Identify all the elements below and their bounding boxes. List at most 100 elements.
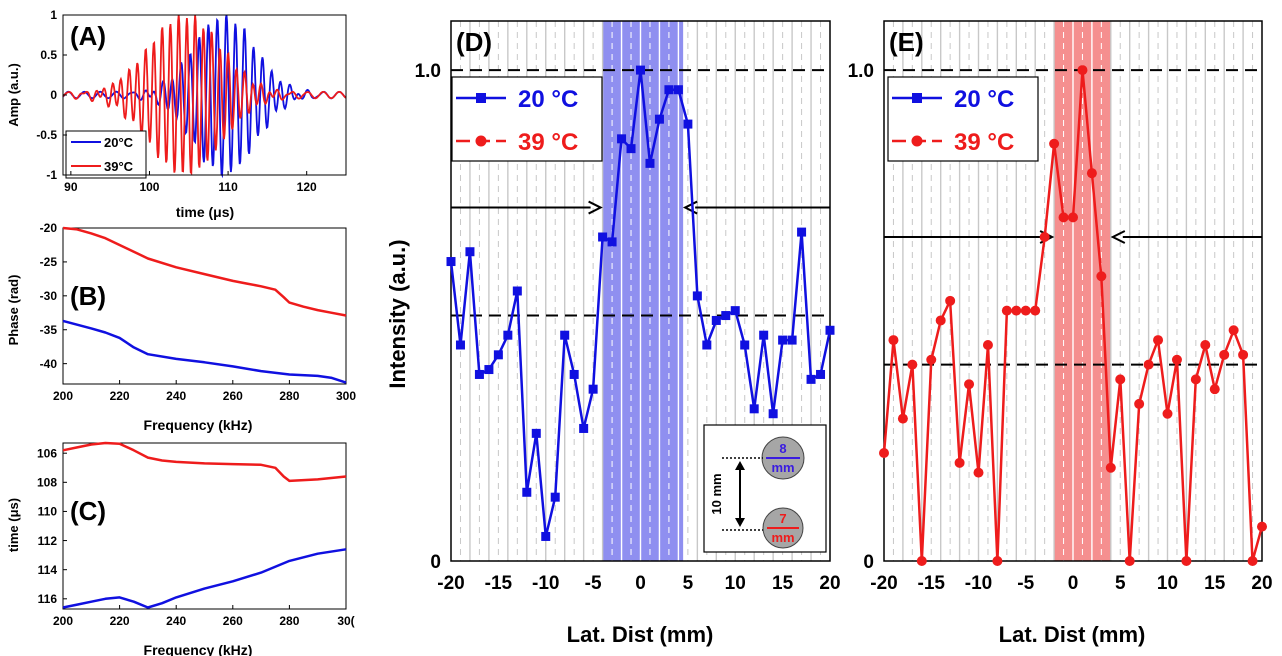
- panel-d-legend-box: [451, 76, 603, 162]
- panel-a-xtick-label: 90: [64, 180, 78, 194]
- panel-b-label: (B): [70, 281, 106, 311]
- panel-a-ytick-label: 1: [50, 8, 57, 22]
- panel-a-ylabel: Amp (a.u.): [6, 63, 21, 127]
- panel-e-ytick-label: 0: [863, 552, 874, 573]
- panel-c-ytick-label: 110: [38, 505, 58, 519]
- panel-a-legend: 20°C 39°C: [65, 130, 147, 179]
- panel-d-data-point: [825, 325, 835, 335]
- panel-b-xtick-label: 280: [279, 389, 299, 403]
- panel-e-xtick-label: 10: [1157, 573, 1178, 594]
- panel-d-xtick-label: 20: [819, 573, 840, 594]
- panel-c-xtick-label: 220: [110, 614, 130, 628]
- panel-c-series-red: [62, 441, 347, 483]
- panel-e-xtick-label: -15: [918, 573, 946, 594]
- panel-d-series-line: [449, 68, 832, 538]
- panel-e-legend-box: [887, 76, 1039, 162]
- panel-e-xtick-label: 0: [1068, 573, 1079, 594]
- panel-d-legend-marker-20c: [476, 93, 486, 103]
- panel-c-xtick-label: 240: [166, 614, 186, 628]
- panel-c: (C) time (μs) Frequency (kHz) 200 220 240 2…: [6, 441, 355, 656]
- panel-a: (A) Amp (a.u.) time (μs) 20°C 39°C 90 100…: [6, 8, 347, 220]
- inset-circle-top-unit: mm: [771, 460, 794, 475]
- panel-a-xtick-label: 100: [139, 180, 159, 194]
- panel-d-xtick-label: -20: [437, 573, 464, 594]
- panel-c-ytick-label: 108: [37, 476, 57, 490]
- panel-d-legend: 20 °C 39 °C: [451, 76, 603, 162]
- panel-c-ytick-label: 106: [37, 446, 57, 460]
- panel-b-xtick-label: 200: [53, 389, 73, 403]
- panel-d-plot-frame: [450, 20, 831, 562]
- panel-e-label: (E): [889, 27, 924, 57]
- panel-b-plot-frame: [62, 227, 347, 385]
- panel-c-series-blue: [62, 548, 347, 609]
- panel-e-xtick-label: -5: [1017, 573, 1034, 594]
- panel-e-arrowhead-right: [1110, 230, 1126, 244]
- panel-d-arrowhead-left: [588, 200, 603, 215]
- panel-d-xlabel: Lat. Dist (mm): [567, 622, 714, 647]
- panel-d-xtick-label: -10: [532, 573, 559, 594]
- panel-b-xlabel: Frequency (kHz): [144, 417, 253, 433]
- panel-c-xtick-label: 30(: [337, 614, 354, 628]
- panel-d-legend-label-20c: 20 °C: [518, 86, 578, 113]
- panel-b-ylabel: Phase (rad): [6, 275, 21, 346]
- panel-b-xtick-label: 240: [166, 389, 186, 403]
- panel-e-legend-marker-39c: [911, 135, 923, 147]
- panel-b-xtick-label: 220: [110, 389, 130, 403]
- panel-a-ytick-label: 0: [50, 88, 57, 102]
- panel-d-ytick-label: 1.0: [415, 61, 441, 82]
- panel-a-ytick-label: 0.5: [40, 48, 57, 62]
- panel-b-ytick-label: -35: [40, 323, 58, 337]
- panel-a-xtick-label: 120: [297, 180, 317, 194]
- panel-e-series-line: [882, 68, 1264, 563]
- panel-c-ylabel: time (μs): [6, 498, 21, 552]
- panel-e-ytick-label: 1.0: [848, 61, 874, 82]
- panel-e-plot-frame: [883, 20, 1263, 562]
- inset-dim-arrowhead-bottom: [735, 518, 745, 527]
- panel-b-ytick-label: -30: [40, 289, 58, 303]
- panel-c-plot-frame: [62, 442, 347, 610]
- panel-d-xtick-label: 15: [772, 573, 794, 594]
- panel-c-ytick-label: 116: [38, 592, 58, 606]
- inset-circle-top-value: 8: [779, 441, 786, 456]
- panel-e-xlabel: Lat. Dist (mm): [999, 622, 1146, 647]
- panel-d: -20 -15 -10 -5 0 5 10 15 20 0 1.0 (D) Intensity (a.…: [385, 20, 841, 647]
- panel-b-ytick-label: -40: [40, 357, 58, 371]
- panel-e-xtick-label: 5: [1115, 573, 1126, 594]
- panel-d-label: (D): [456, 27, 492, 57]
- panel-a-label: (A): [70, 21, 106, 51]
- panel-b-xtick-label: 300: [336, 389, 356, 403]
- panel-d-xtick-label: -5: [585, 573, 602, 594]
- panel-b-ytick-label: -25: [40, 255, 58, 269]
- panel-a-series-red: [62, 14, 347, 176]
- panel-c-xlabel: Frequency (kHz): [144, 642, 253, 656]
- panel-e-legend-label-20c: 20 °C: [954, 86, 1014, 113]
- panel-b-ytick-label: -20: [40, 221, 58, 235]
- panel-a-legend-label-39c: 39°C: [104, 159, 134, 174]
- panel-d-legend-marker-39c: [475, 135, 487, 147]
- inset-circle-bottom-value: 7: [779, 511, 786, 526]
- panel-e-legend-marker-20c: [912, 93, 922, 103]
- panel-c-label: (C): [70, 496, 106, 526]
- panel-e-xtick-label: -20: [870, 573, 897, 594]
- panel-b: (B) Phase (rad) Frequency (kHz) 200 220 24…: [6, 221, 356, 433]
- panel-c-xtick-label: 260: [223, 614, 243, 628]
- intensity-ylabel: Intensity (a.u.): [385, 239, 410, 388]
- panel-d-inset: 8 mm 7 mm 10 mm: [703, 424, 827, 553]
- panel-c-xtick-label: 200: [53, 614, 73, 628]
- panel-e-xtick-label: 20: [1251, 573, 1272, 594]
- panel-b-series-red: [62, 226, 347, 317]
- panel-c-xtick-label: 280: [279, 614, 299, 628]
- inset-circle-bottom-unit: mm: [771, 530, 794, 545]
- panel-d-xtick-label: 5: [683, 573, 694, 594]
- panel-e-legend: 20 °C 39 °C: [887, 76, 1039, 162]
- panel-c-ytick-label: 112: [38, 534, 58, 548]
- panel-e: -20 -15 -10 -5 0 5 10 15 20 0 1.0 (E) Lat. Dist (mm…: [848, 20, 1273, 647]
- panel-b-xtick-label: 260: [223, 389, 243, 403]
- panel-d-ytick-label: 0: [430, 552, 441, 573]
- panel-e-legend-label-39c: 39 °C: [954, 129, 1014, 156]
- panel-e-xtick-label: 15: [1204, 573, 1226, 594]
- panel-a-legend-box: [65, 130, 147, 179]
- panel-a-ytick-label: -1: [46, 168, 57, 182]
- panel-d-xtick-label: 10: [725, 573, 746, 594]
